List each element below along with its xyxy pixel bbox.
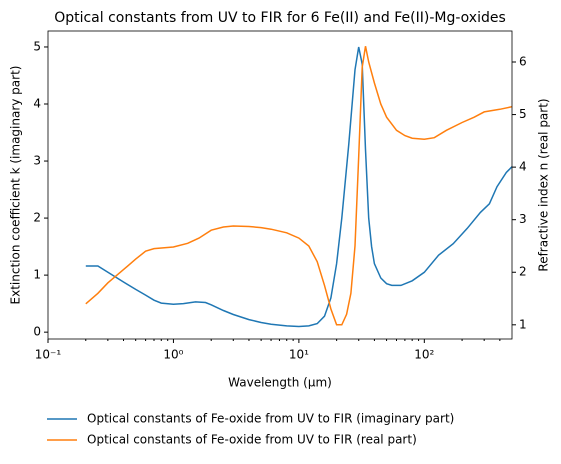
y-tick-label: 3 bbox=[33, 154, 41, 168]
plot-frame bbox=[47, 30, 513, 340]
y2-tick-label: 1 bbox=[519, 317, 527, 331]
x-axis-label: Wavelength (μm) bbox=[228, 376, 332, 390]
x-tick-label: 10¹ bbox=[289, 348, 309, 362]
y-tick-label: 1 bbox=[33, 268, 41, 282]
legend-label: Optical constants of Fe-oxide from UV to… bbox=[87, 412, 454, 426]
y2-tick-label: 5 bbox=[519, 107, 527, 121]
y2-axis-label: Refractive index n (real part) bbox=[537, 98, 551, 271]
x-tick-label: 10⁰ bbox=[163, 348, 183, 362]
y2-tick-label: 2 bbox=[519, 265, 527, 279]
y-tick-label: 2 bbox=[33, 211, 41, 225]
chart-title: Optical constants from UV to FIR for 6 F… bbox=[54, 10, 506, 26]
x-tick-label: 10² bbox=[414, 348, 434, 362]
y-tick-label: 4 bbox=[33, 97, 41, 111]
legend-label: Optical constants of Fe-oxide from UV to… bbox=[87, 433, 417, 447]
y-tick-label: 0 bbox=[33, 325, 41, 339]
y2-tick-label: 6 bbox=[519, 55, 527, 69]
y-axis-label: Extinction coefficient k (imaginary part… bbox=[9, 66, 23, 305]
y-tick-label: 5 bbox=[33, 39, 41, 53]
x-tick-label: 10⁻¹ bbox=[35, 348, 62, 362]
series-line bbox=[85, 46, 513, 326]
y2-tick-label: 4 bbox=[519, 160, 527, 174]
series-line bbox=[85, 46, 513, 328]
y2-tick-label: 3 bbox=[519, 212, 527, 226]
